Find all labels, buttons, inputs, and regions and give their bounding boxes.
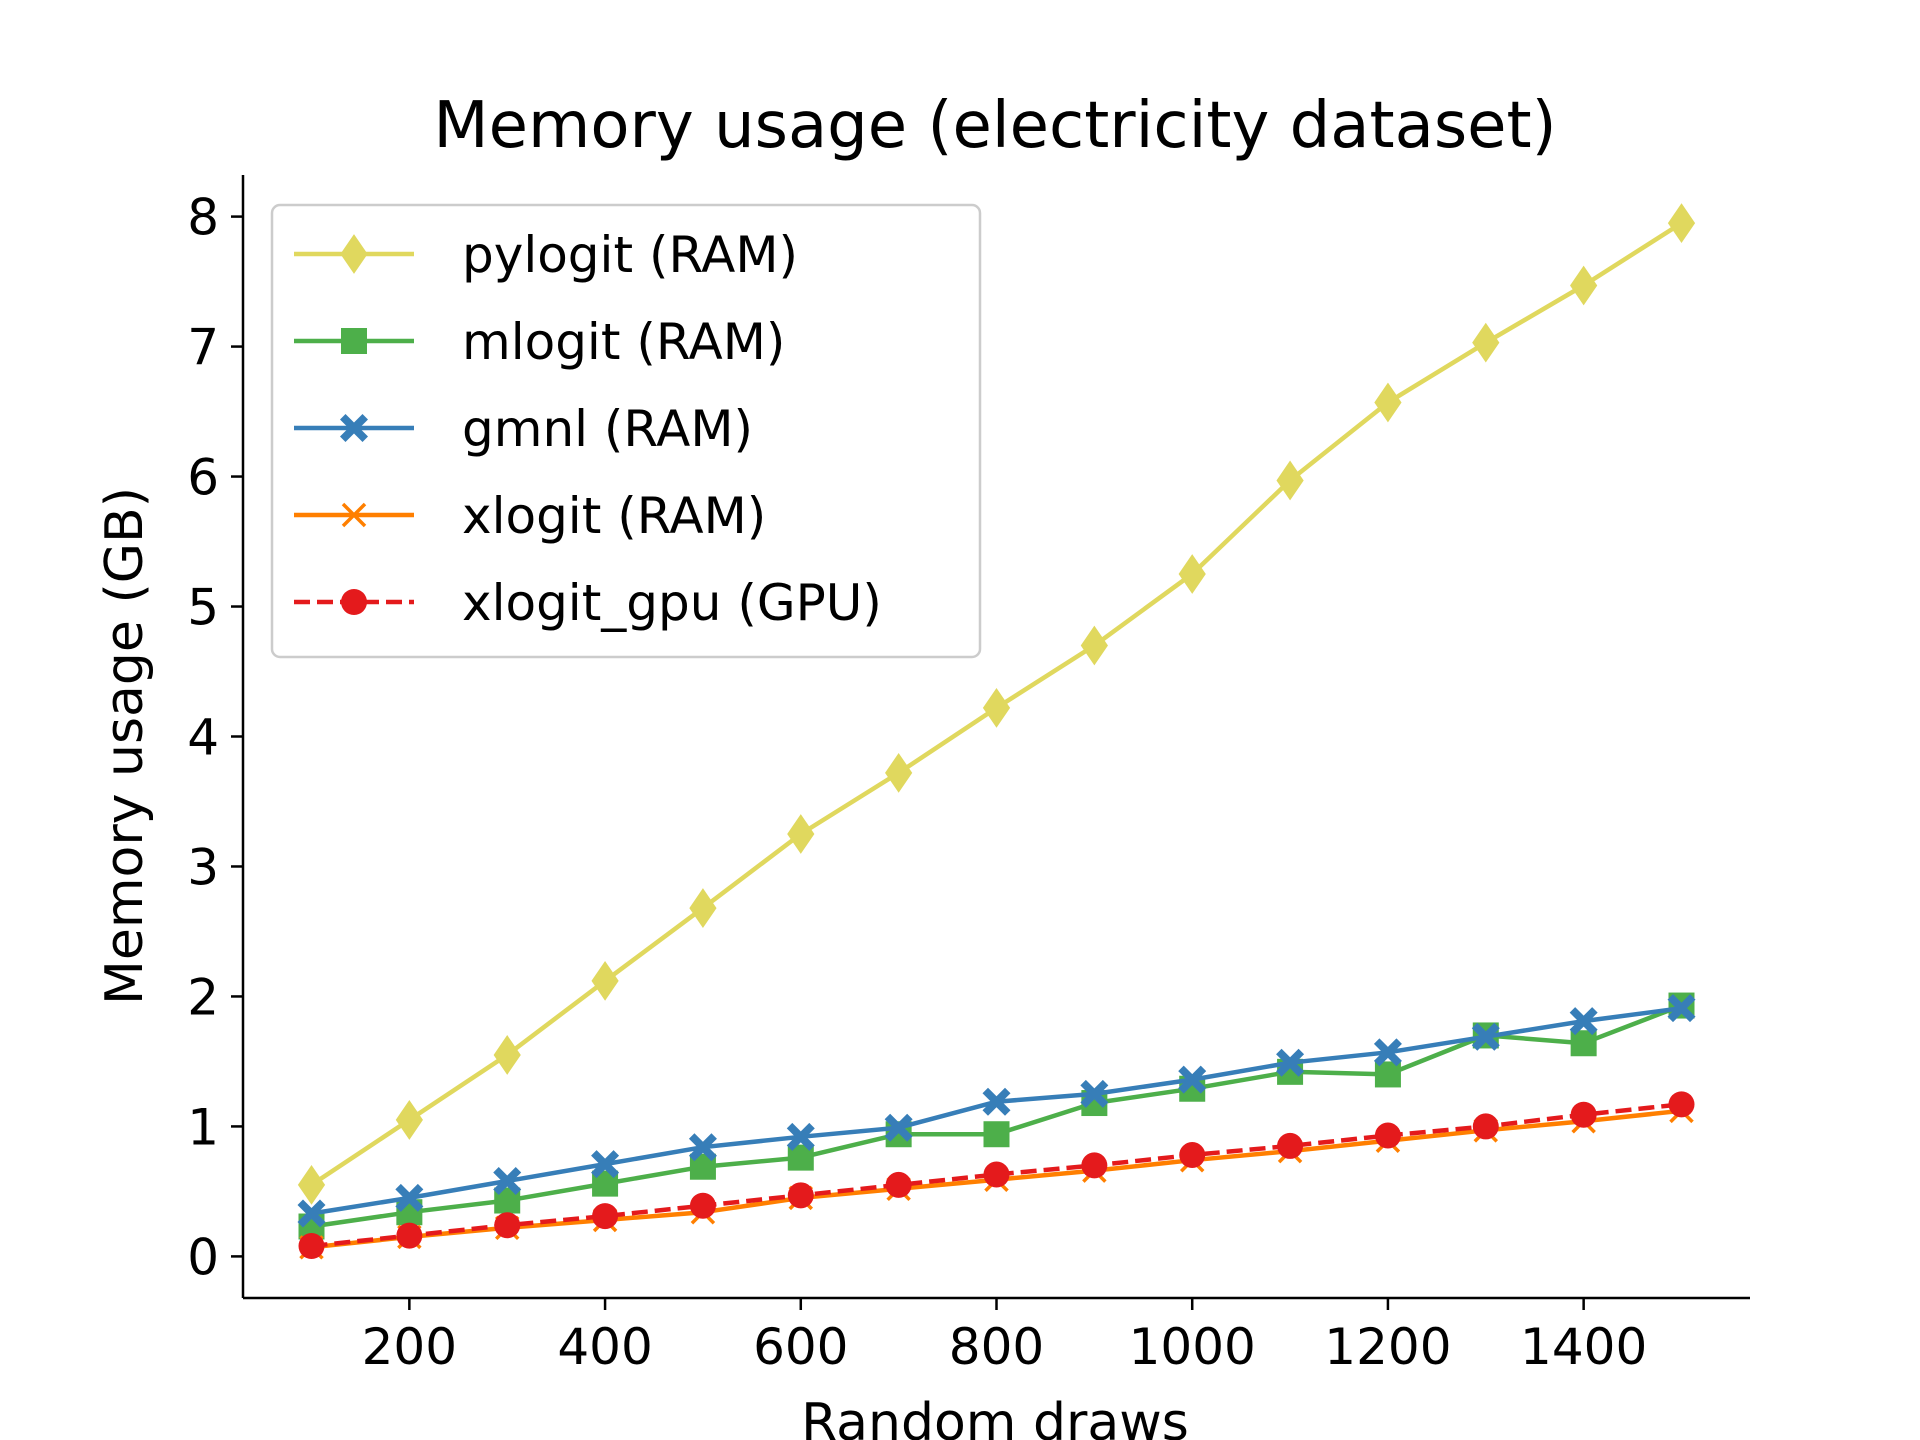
data-point-gmnl-ram xyxy=(982,1087,1011,1116)
data-point-gmnl-ram xyxy=(493,1167,522,1196)
data-point-gmnl-ram xyxy=(1178,1065,1207,1094)
legend-marker-xlogit-ram xyxy=(341,502,367,528)
legend-marker-mlogit-ram xyxy=(341,328,367,354)
data-point-xlogit-gpu-gpu xyxy=(396,1222,423,1249)
y-tick-label: 4 xyxy=(187,709,219,767)
legend-label: pylogit (RAM) xyxy=(462,226,798,284)
data-point-pylogit-ram xyxy=(689,888,717,928)
data-point-pylogit-ram xyxy=(1374,382,1402,423)
data-point-pylogit-ram xyxy=(787,814,815,854)
x-tick-label: 1200 xyxy=(1324,1318,1451,1376)
data-point-xlogit-gpu-gpu xyxy=(494,1212,521,1239)
data-point-gmnl-ram xyxy=(591,1150,620,1179)
legend-marker-pylogit-ram xyxy=(340,234,368,274)
x-tick-label: 400 xyxy=(557,1318,652,1376)
data-point-pylogit-ram xyxy=(395,1100,423,1140)
data-point-pylogit-ram xyxy=(1667,203,1696,243)
y-tick-label: 7 xyxy=(187,319,219,377)
data-point-gmnl-ram xyxy=(1080,1079,1109,1108)
legend-item-xlogit-ram: xlogit (RAM) xyxy=(294,487,766,545)
data-point-pylogit-ram xyxy=(1570,265,1598,306)
data-point-xlogit-gpu-gpu xyxy=(1179,1142,1206,1169)
legend-item-pylogit-ram: pylogit (RAM) xyxy=(294,226,798,284)
data-point-xlogit-gpu-gpu xyxy=(983,1161,1010,1188)
legend-label: mlogit (RAM) xyxy=(462,313,785,371)
chart-title: Memory usage (electricity dataset) xyxy=(433,89,1556,163)
legend-marker-gmnl-ram xyxy=(340,414,368,442)
y-tick-label: 3 xyxy=(187,838,219,896)
x-tick-label: 800 xyxy=(949,1318,1044,1376)
legend-label: xlogit (RAM) xyxy=(462,487,766,545)
series-pylogit-ram xyxy=(297,203,1696,1205)
x-tick-label: 1400 xyxy=(1520,1318,1647,1376)
data-point-pylogit-ram xyxy=(1472,322,1500,363)
data-point-xlogit-gpu-gpu xyxy=(1472,1113,1499,1140)
data-point-gmnl-ram xyxy=(395,1183,424,1212)
x-axis-label: Random draws xyxy=(801,1393,1189,1440)
data-point-gmnl-ram xyxy=(297,1199,326,1228)
data-point-xlogit-gpu-gpu xyxy=(1374,1122,1401,1149)
data-point-xlogit-gpu-gpu xyxy=(885,1171,912,1198)
data-point-gmnl-ram xyxy=(1276,1048,1305,1077)
data-point-pylogit-ram xyxy=(297,1165,326,1205)
series-xlogit-gpu-gpu xyxy=(298,1091,1695,1260)
legend-item-gmnl-ram: gmnl (RAM) xyxy=(294,400,753,458)
data-point-xlogit-gpu-gpu xyxy=(689,1192,716,1219)
data-point-xlogit-gpu-gpu xyxy=(592,1203,619,1230)
axes: 200 400 600 800 1000 1200 1400 0 1 2 3 4 5 6 7 8 xyxy=(187,175,1750,1376)
legend-label: gmnl (RAM) xyxy=(462,400,753,458)
data-point-mlogit-ram xyxy=(983,1121,1010,1148)
data-point-pylogit-ram xyxy=(493,1035,521,1075)
data-point-xlogit-gpu-gpu xyxy=(1668,1091,1695,1118)
y-tick-label: 5 xyxy=(187,579,219,637)
legend-label: xlogit_gpu (GPU) xyxy=(462,574,882,632)
x-tick-label: 1000 xyxy=(1129,1318,1256,1376)
x-tick-label: 200 xyxy=(362,1318,457,1376)
legend-item-xlogit-gpu-gpu: xlogit_gpu (GPU) xyxy=(294,574,882,632)
data-point-xlogit-gpu-gpu xyxy=(1277,1132,1304,1159)
data-point-pylogit-ram xyxy=(1276,460,1304,501)
data-point-pylogit-ram xyxy=(885,753,913,793)
y-tick-label: 0 xyxy=(187,1228,219,1286)
series-gmnl-ram xyxy=(297,994,1696,1228)
y-tick-label: 1 xyxy=(187,1098,219,1156)
data-point-gmnl-ram xyxy=(688,1133,717,1162)
data-point-pylogit-ram xyxy=(591,960,619,1001)
data-point-gmnl-ram xyxy=(884,1113,913,1142)
y-tick-label: 8 xyxy=(187,189,219,247)
data-point-xlogit-gpu-gpu xyxy=(298,1233,325,1260)
data-point-gmnl-ram xyxy=(1471,1022,1500,1051)
plot-area xyxy=(297,203,1696,1260)
data-point-gmnl-ram xyxy=(786,1122,815,1151)
data-point-gmnl-ram xyxy=(1667,994,1696,1023)
y-tick-label: 6 xyxy=(187,449,219,507)
legend: pylogit (RAM) mlogit (RAM) gmnl (RAM) xlogi… xyxy=(270,203,982,659)
data-point-gmnl-ram xyxy=(1569,1007,1598,1036)
y-axis-label: Memory usage (GB) xyxy=(95,487,155,1005)
legend-box xyxy=(270,203,982,659)
data-point-pylogit-ram xyxy=(982,688,1011,728)
data-point-pylogit-ram xyxy=(1178,554,1206,594)
legend-item-mlogit-ram: mlogit (RAM) xyxy=(294,313,785,371)
data-point-pylogit-ram xyxy=(1080,625,1108,666)
data-point-xlogit-gpu-gpu xyxy=(1081,1152,1108,1179)
data-point-xlogit-gpu-gpu xyxy=(1570,1101,1597,1128)
y-tick-label: 2 xyxy=(187,968,219,1026)
data-point-gmnl-ram xyxy=(1373,1038,1402,1067)
legend-marker-xlogit-gpu-gpu xyxy=(341,589,367,615)
data-point-xlogit-gpu-gpu xyxy=(787,1182,814,1209)
x-tick-label: 600 xyxy=(753,1318,848,1376)
